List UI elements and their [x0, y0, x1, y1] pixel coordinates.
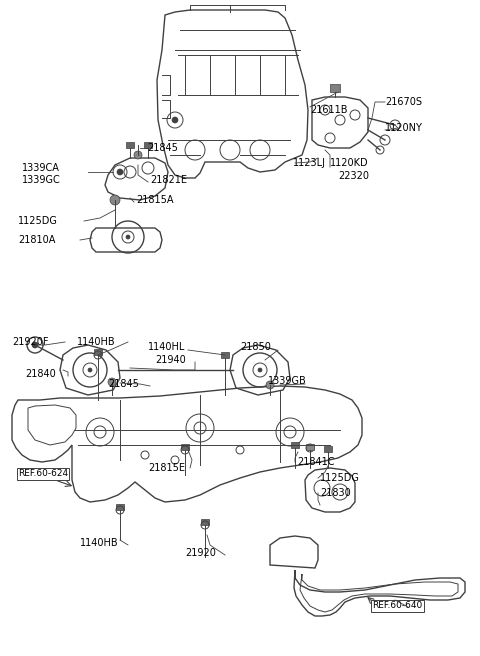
Text: 1120KD: 1120KD	[330, 158, 369, 168]
Text: 21845: 21845	[147, 143, 178, 153]
Bar	[291, 442, 299, 448]
Text: REF.60-640: REF.60-640	[372, 602, 422, 611]
Text: 1125DG: 1125DG	[320, 473, 360, 483]
Bar	[201, 519, 209, 525]
Text: 21815A: 21815A	[136, 195, 173, 205]
Text: 21920: 21920	[185, 548, 216, 558]
Text: 1339CA: 1339CA	[22, 163, 60, 173]
Bar	[324, 446, 332, 452]
Text: 1339GB: 1339GB	[268, 376, 307, 386]
Text: 21815E: 21815E	[148, 463, 185, 473]
Circle shape	[88, 368, 92, 372]
Bar	[330, 84, 340, 92]
Circle shape	[108, 378, 116, 386]
Text: 21670S: 21670S	[385, 97, 422, 107]
Text: 21940: 21940	[155, 355, 186, 365]
Text: 1140HB: 1140HB	[80, 538, 119, 548]
Text: 21821E: 21821E	[150, 175, 187, 185]
Bar	[221, 352, 229, 358]
Circle shape	[110, 195, 120, 205]
Circle shape	[258, 368, 262, 372]
Text: 21845: 21845	[108, 379, 139, 389]
Bar	[181, 444, 189, 450]
Text: 1339GC: 1339GC	[22, 175, 61, 185]
Text: 21810A: 21810A	[18, 235, 55, 245]
Text: 21830: 21830	[320, 488, 351, 498]
Text: 21850: 21850	[240, 342, 271, 352]
Bar	[94, 349, 102, 355]
Circle shape	[134, 151, 142, 159]
Circle shape	[32, 342, 38, 348]
Circle shape	[266, 381, 274, 389]
Text: 1140HL: 1140HL	[148, 342, 185, 352]
Bar	[306, 444, 314, 450]
Text: 22320: 22320	[338, 171, 369, 181]
Text: 21841C: 21841C	[297, 457, 335, 467]
Bar	[144, 142, 152, 148]
Text: 1120NY: 1120NY	[385, 123, 423, 133]
Bar	[116, 504, 124, 510]
Text: REF.60-624: REF.60-624	[18, 470, 68, 478]
Text: 1125DG: 1125DG	[18, 216, 58, 226]
Text: 1140HB: 1140HB	[77, 337, 116, 347]
Text: 21840: 21840	[25, 369, 56, 379]
Circle shape	[172, 117, 178, 123]
Circle shape	[126, 235, 130, 239]
Text: 1123LJ: 1123LJ	[293, 158, 326, 168]
Text: 21920F: 21920F	[12, 337, 48, 347]
Bar	[126, 142, 134, 148]
Circle shape	[117, 169, 123, 175]
Text: 21611B: 21611B	[310, 105, 348, 115]
